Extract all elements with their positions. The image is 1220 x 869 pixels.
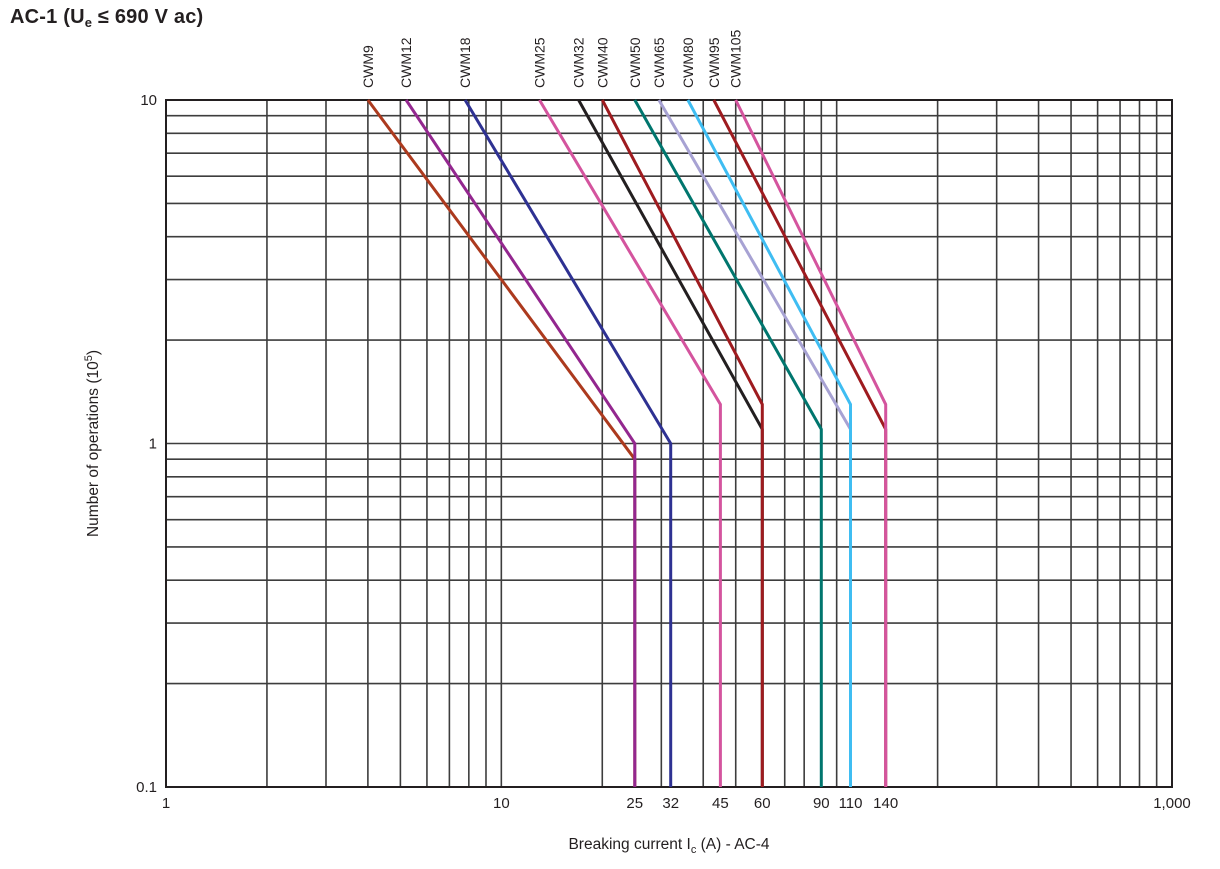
series-label-cwm95: CWM95 bbox=[706, 37, 722, 88]
series-label-cwm105: CWM105 bbox=[728, 29, 744, 88]
y-axis-title: Number of operations (105) bbox=[83, 350, 102, 537]
y-tick-label-10: 10 bbox=[140, 92, 157, 109]
series-label-cwm25: CWM25 bbox=[532, 37, 548, 88]
curve-cwm12 bbox=[404, 99, 637, 787]
curve-cwm18 bbox=[463, 99, 673, 787]
series-label-cwm18: CWM18 bbox=[457, 37, 473, 88]
x-tick-label-1: 1 bbox=[162, 795, 170, 812]
plot-border bbox=[165, 99, 1173, 788]
curve-cwm50 bbox=[633, 99, 823, 787]
curve-cwm105 bbox=[734, 99, 888, 787]
series-label-cwm9: CWM9 bbox=[360, 45, 376, 88]
x-tick-label-32: 32 bbox=[662, 795, 679, 812]
x-tick-label-60: 60 bbox=[754, 795, 771, 812]
x-tick-label-110: 110 bbox=[839, 795, 863, 812]
curve-cwm40 bbox=[600, 99, 764, 787]
x-tick-label-10: 10 bbox=[493, 795, 510, 812]
x-tick-label-140: 140 bbox=[873, 795, 898, 812]
series-label-cwm50: CWM50 bbox=[627, 37, 643, 88]
series-label-cwm65: CWM65 bbox=[651, 37, 667, 88]
y-tick-label-1: 1 bbox=[149, 436, 157, 453]
curve-cwm80 bbox=[686, 99, 852, 787]
series-label-cwm12: CWM12 bbox=[398, 37, 414, 88]
x-tick-label-45: 45 bbox=[712, 795, 729, 812]
x-tick-label-90: 90 bbox=[813, 795, 830, 812]
chart-title-suffix: ≤ 690 V ac) bbox=[92, 6, 204, 28]
x-tick-label-25: 25 bbox=[626, 795, 643, 812]
y-tick-label-01: 0.1 bbox=[136, 779, 157, 796]
chart-title: AC-1 (Ue ≤ 690 V ac) bbox=[10, 6, 203, 30]
curve-cwm25 bbox=[538, 99, 722, 787]
series-label-cwm40: CWM40 bbox=[594, 37, 610, 88]
chart-title-prefix: AC-1 (U bbox=[10, 6, 85, 28]
chart-title-subscript: e bbox=[84, 15, 93, 30]
series-label-cwm80: CWM80 bbox=[680, 37, 696, 88]
series-label-cwm32: CWM32 bbox=[571, 37, 587, 88]
x-axis-title: Breaking current Ic (A) - AC-4 bbox=[568, 836, 769, 856]
x-tick-label-1000: 1,000 bbox=[1153, 795, 1191, 812]
